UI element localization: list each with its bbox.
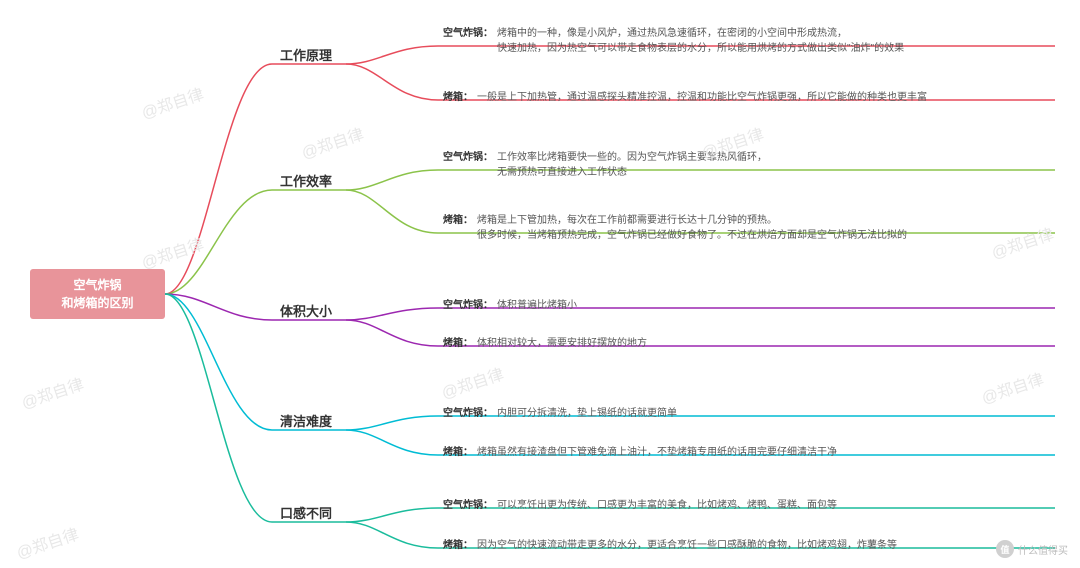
leaf-node: 空气炸锅：工作效率比烤箱要快一些的。因为空气炸锅主要靠热风循环，无需预热可直接进… xyxy=(443,150,767,180)
watermark: @郑自律 xyxy=(138,231,207,274)
root-node: 空气炸锅 和烤箱的区别 xyxy=(30,269,165,319)
watermark: @郑自律 xyxy=(988,221,1057,264)
leaf-node: 空气炸锅：烤箱中的一种，像是小风炉，通过热风急速循环，在密闭的小空间中形成热流，… xyxy=(443,26,904,56)
leaf-text: 烤箱虽然有接渣盘但下管难免滴上油汁，不垫烤箱专用纸的话用完要仔细清洁干净 xyxy=(477,445,837,460)
branch-label: 工作效率 xyxy=(280,171,332,190)
leaf-label: 烤箱： xyxy=(443,336,473,351)
leaf-text: 烤箱中的一种，像是小风炉，通过热风急速循环，在密闭的小空间中形成热流，快速加热，… xyxy=(497,26,904,56)
leaf-node: 烤箱： 因为空气的快速流动带走更多的水分，更适合烹饪一些口感酥脆的食物，比如烤鸡翅… xyxy=(443,538,897,553)
leaf-label: 空气炸锅： xyxy=(443,150,493,180)
branch-label: 口感不同 xyxy=(280,503,332,522)
leaf-node: 空气炸锅： 可以烹饪出更为传统、口感更为丰富的美食，比如烤鸡、烤鸭、蛋糕、面包等 xyxy=(443,498,837,513)
branch-label: 体积大小 xyxy=(280,301,332,320)
leaf-label: 烤箱： xyxy=(443,538,473,553)
leaf-label: 烤箱： xyxy=(443,90,473,105)
root-line1: 空气炸锅 xyxy=(73,276,121,294)
leaf-text: 内胆可分拆清洗，垫上锡纸的话就更简单 xyxy=(497,406,677,421)
logo-icon: 值 xyxy=(996,540,1014,558)
leaf-text: 烤箱是上下管加热，每次在工作前都需要进行长达十几分钟的预热。很多时候，当烤箱预热… xyxy=(477,213,907,243)
watermark: @郑自律 xyxy=(978,366,1047,409)
footer-text: 什么值得买 xyxy=(1018,542,1068,557)
branch-label: 工作原理 xyxy=(280,45,332,64)
leaf-node: 烤箱： 体积相对较大，需要安排好摆放的地方 xyxy=(443,336,647,351)
watermark: @郑自律 xyxy=(438,361,507,404)
leaf-node: 空气炸锅： 内胆可分拆清洗，垫上锡纸的话就更简单 xyxy=(443,406,677,421)
leaf-node: 烤箱： 烤箱虽然有接渣盘但下管难免滴上油汁，不垫烤箱专用纸的话用完要仔细清洁干净 xyxy=(443,445,837,460)
watermark: @郑自律 xyxy=(18,371,87,414)
leaf-label: 烤箱： xyxy=(443,213,473,243)
leaf-text: 可以烹饪出更为传统、口感更为丰富的美食，比如烤鸡、烤鸭、蛋糕、面包等 xyxy=(497,498,837,513)
leaf-node: 烤箱：烤箱是上下管加热，每次在工作前都需要进行长达十几分钟的预热。很多时候，当烤… xyxy=(443,213,907,243)
watermark: @郑自律 xyxy=(298,121,367,164)
leaf-node: 空气炸锅： 体积普遍比烤箱小 xyxy=(443,298,577,313)
leaf-label: 空气炸锅： xyxy=(443,498,493,513)
leaf-label: 空气炸锅： xyxy=(443,406,493,421)
footer-logo: 值 什么值得买 xyxy=(996,540,1068,558)
leaf-text: 工作效率比烤箱要快一些的。因为空气炸锅主要靠热风循环，无需预热可直接进入工作状态 xyxy=(497,150,767,180)
leaf-node: 烤箱： 一般是上下加热管，通过温感探头精准控温，控温和功能比空气炸锅更强，所以它能… xyxy=(443,90,927,105)
root-line2: 和烤箱的区别 xyxy=(61,294,133,312)
watermark: @郑自律 xyxy=(138,81,207,124)
watermark: @郑自律 xyxy=(13,521,82,564)
leaf-label: 空气炸锅： xyxy=(443,26,493,56)
branch-label: 清洁难度 xyxy=(280,411,332,430)
leaf-text: 一般是上下加热管，通过温感探头精准控温，控温和功能比空气炸锅更强，所以它能做的种… xyxy=(477,90,927,105)
leaf-text: 体积相对较大，需要安排好摆放的地方 xyxy=(477,336,647,351)
leaf-text: 体积普遍比烤箱小 xyxy=(497,298,577,313)
leaf-label: 空气炸锅： xyxy=(443,298,493,313)
leaf-text: 因为空气的快速流动带走更多的水分，更适合烹饪一些口感酥脆的食物，比如烤鸡翅，炸薯… xyxy=(477,538,897,553)
leaf-label: 烤箱： xyxy=(443,445,473,460)
